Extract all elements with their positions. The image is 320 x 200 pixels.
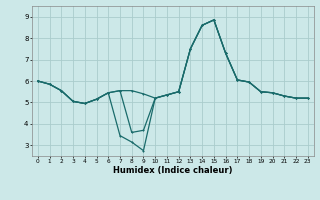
X-axis label: Humidex (Indice chaleur): Humidex (Indice chaleur) [113,166,233,175]
